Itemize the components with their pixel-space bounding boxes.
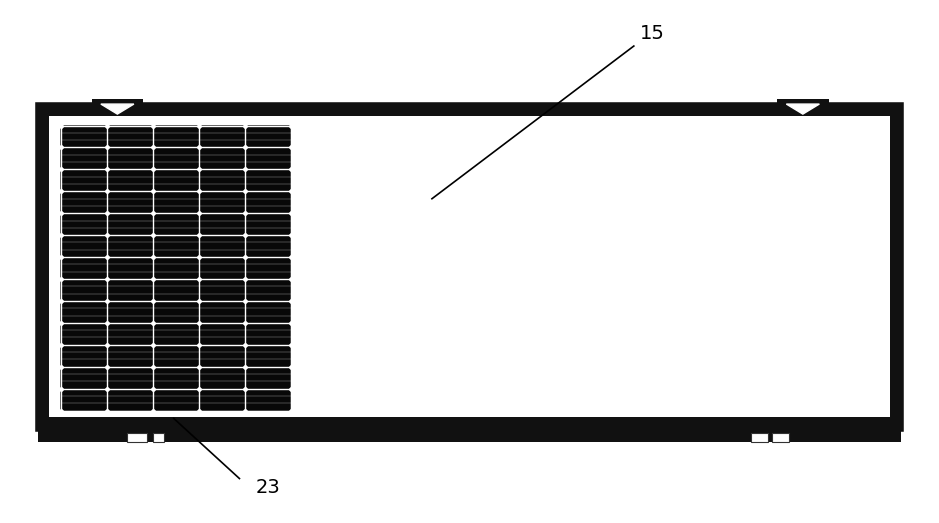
Text: 15: 15 xyxy=(640,25,665,43)
Text: 23: 23 xyxy=(255,478,280,497)
Polygon shape xyxy=(786,104,820,114)
Bar xyxy=(772,433,789,442)
Bar xyxy=(38,417,901,429)
Bar xyxy=(143,105,152,115)
Bar xyxy=(768,105,777,115)
Bar xyxy=(92,99,143,116)
Bar xyxy=(751,433,768,442)
Bar xyxy=(828,105,838,115)
Bar xyxy=(777,99,829,116)
Bar xyxy=(38,105,901,116)
Bar xyxy=(38,105,901,429)
Bar xyxy=(45,110,894,421)
Bar xyxy=(83,105,92,115)
Bar xyxy=(153,433,164,442)
Bar xyxy=(61,126,291,411)
Bar xyxy=(38,427,901,442)
Bar xyxy=(38,105,49,429)
Bar xyxy=(890,105,901,429)
Bar xyxy=(127,433,147,442)
Polygon shape xyxy=(100,104,134,114)
